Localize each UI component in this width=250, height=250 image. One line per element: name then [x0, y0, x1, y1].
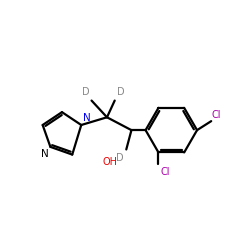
Text: Cl: Cl	[160, 166, 170, 176]
Text: D: D	[117, 88, 124, 98]
Text: D: D	[82, 88, 90, 98]
Text: OH: OH	[102, 157, 117, 167]
Text: D: D	[116, 153, 123, 163]
Text: N: N	[82, 113, 90, 123]
Text: N: N	[40, 150, 48, 160]
Text: Cl: Cl	[212, 110, 222, 120]
